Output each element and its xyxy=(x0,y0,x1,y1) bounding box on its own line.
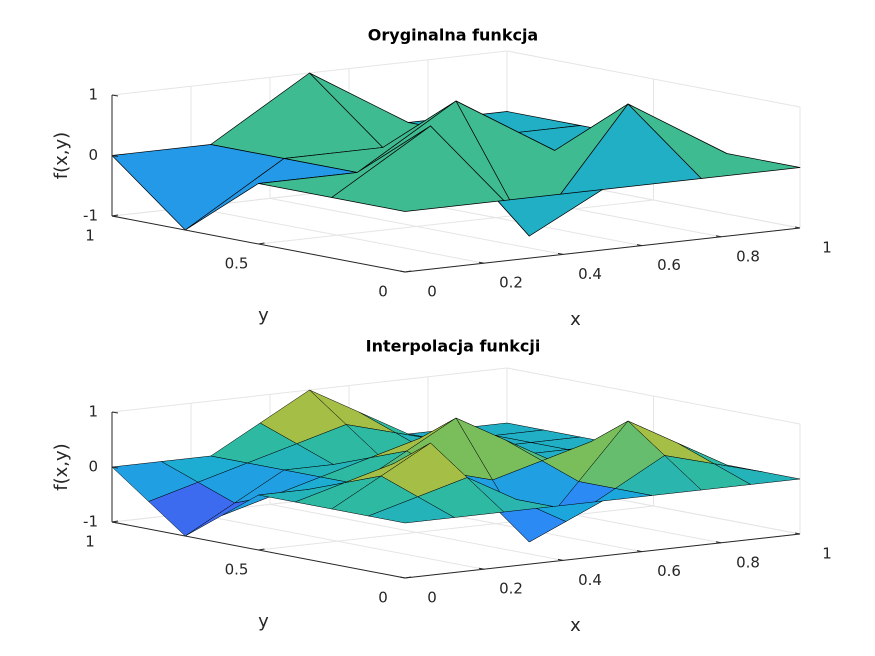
x-tick xyxy=(794,226,801,229)
z-tick xyxy=(111,411,119,414)
y-tick-label: 1 xyxy=(85,533,95,551)
z-tick xyxy=(111,215,119,218)
x-tick xyxy=(794,532,801,535)
grid-line xyxy=(258,199,654,245)
x-axis-label: x xyxy=(570,309,581,330)
x-axis xyxy=(404,227,801,273)
x-tick xyxy=(399,576,406,579)
x-tick-label: 1 xyxy=(822,545,832,563)
grid-line xyxy=(258,505,654,551)
x-tick-label: 0 xyxy=(427,589,437,607)
y-tick-label: 0 xyxy=(378,283,388,301)
x-tick-label: 0.4 xyxy=(578,265,602,283)
y-tick-label: 1 xyxy=(85,227,95,245)
x-tick xyxy=(715,235,722,238)
x-axis xyxy=(404,533,801,579)
grid-line xyxy=(506,50,801,108)
x-tick xyxy=(636,244,643,247)
z-tick-label: 1 xyxy=(88,86,98,104)
chart-title: Oryginalna funkcja xyxy=(368,26,538,45)
z-tick-label: 1 xyxy=(88,403,98,421)
z-axis-label: f(x,y) xyxy=(51,132,72,179)
z-tick xyxy=(111,521,119,524)
x-tick-label: 0.4 xyxy=(578,571,602,589)
x-tick-label: 0 xyxy=(427,283,437,301)
chart-title: Interpolacja funkcji xyxy=(366,337,541,356)
z-tick xyxy=(111,155,119,157)
x-tick-label: 1 xyxy=(822,239,832,257)
z-tick xyxy=(111,94,119,97)
grid-line xyxy=(506,367,801,425)
z-tick xyxy=(111,466,119,469)
y-tick-label: 0.5 xyxy=(225,561,249,579)
z-tick-label: 0 xyxy=(88,458,98,476)
z-tick-label: -1 xyxy=(83,513,98,531)
y-tick-label: 0 xyxy=(378,589,388,607)
x-tick-label: 0.6 xyxy=(657,562,681,580)
z-axis-label: f(x,y) xyxy=(51,443,72,490)
x-tick xyxy=(478,261,485,264)
x-tick-label: 0.8 xyxy=(736,553,760,571)
y-tick xyxy=(258,548,265,551)
x-axis-label: x xyxy=(570,615,581,636)
y-tick xyxy=(404,576,412,579)
x-tick-label: 0.6 xyxy=(657,256,681,274)
x-tick xyxy=(557,558,564,561)
y-tick-label: 0.5 xyxy=(225,255,249,273)
y-tick xyxy=(404,270,412,273)
y-tick xyxy=(258,242,265,245)
x-tick xyxy=(478,567,485,570)
x-tick-label: 0.8 xyxy=(736,247,760,265)
x-tick xyxy=(399,270,406,273)
surface-face xyxy=(368,496,455,524)
surface-face xyxy=(111,144,285,231)
x-tick xyxy=(557,252,564,255)
y-axis-label: y xyxy=(258,305,269,326)
x-tick-label: 0.2 xyxy=(499,580,523,598)
z-tick-label: 0 xyxy=(88,146,98,164)
x-tick-label: 0.2 xyxy=(499,274,523,292)
y-axis-label: y xyxy=(258,611,269,632)
z-tick-label: -1 xyxy=(83,207,98,225)
x-tick xyxy=(715,541,722,544)
x-tick xyxy=(636,550,643,553)
surface-face xyxy=(331,125,505,212)
